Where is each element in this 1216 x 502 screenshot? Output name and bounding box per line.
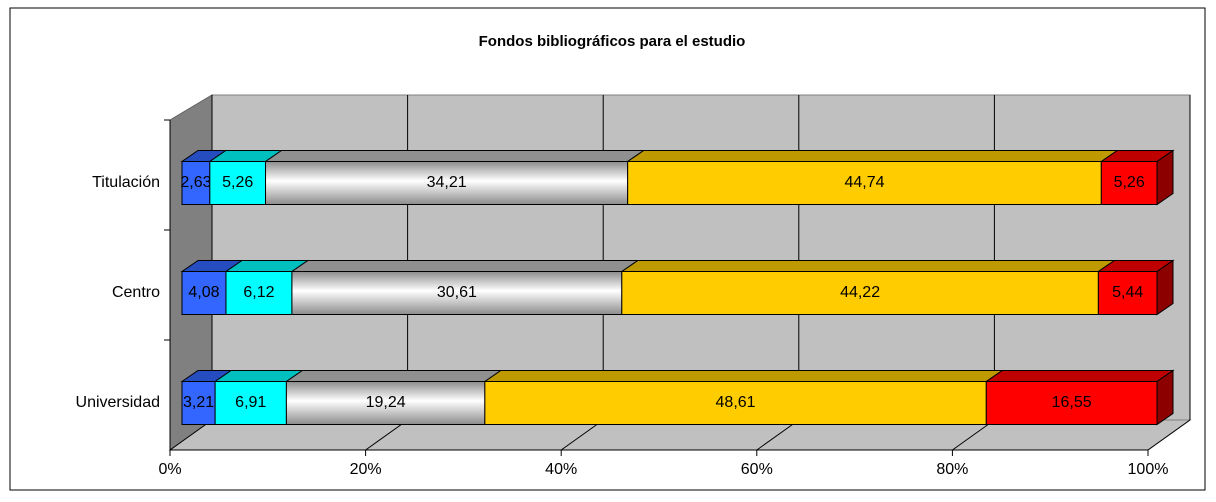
bar [484, 381, 987, 425]
x-tick-label: 20% [350, 461, 382, 478]
data-label: 16,55 [1052, 394, 1092, 411]
chart-title: Fondos bibliográficos para el estudio [479, 33, 746, 50]
x-tick-label: 60% [741, 461, 773, 478]
x-tick-label: 80% [936, 461, 968, 478]
bar-top [284, 370, 503, 382]
y-tick-label: Titulación [92, 174, 160, 191]
bar [214, 381, 287, 425]
grid-line [1147, 419, 1191, 451]
bar-top [483, 370, 1004, 382]
x-tick-label: 100% [1128, 461, 1169, 478]
data-label: 6,12 [243, 284, 274, 301]
data-label: 30,61 [437, 284, 477, 301]
x-tick-label: 40% [545, 461, 577, 478]
data-label: 19,24 [366, 394, 406, 411]
bar [1100, 161, 1158, 205]
data-label: 48,61 [716, 394, 756, 411]
bar [181, 381, 216, 425]
data-label: 4,08 [188, 284, 219, 301]
bar [225, 271, 293, 315]
y-tick-label: Centro [112, 284, 160, 301]
bar [285, 381, 486, 425]
bar-top [620, 260, 1116, 272]
data-label: 5,44 [1112, 284, 1143, 301]
bar-top [263, 150, 646, 162]
bar-top [984, 370, 1175, 382]
bar [181, 271, 227, 315]
data-label: 5,26 [1114, 174, 1145, 191]
x-tick-label: 0% [158, 461, 181, 478]
data-label: 3,21 [183, 394, 214, 411]
bar [265, 161, 629, 205]
data-label: 44,22 [840, 284, 880, 301]
data-label: 5,26 [222, 174, 253, 191]
data-label: 44,74 [844, 174, 884, 191]
bar [1097, 271, 1158, 315]
bar-top [626, 150, 1119, 162]
data-label: 34,21 [427, 174, 467, 191]
bar [627, 161, 1102, 205]
data-label: 2,63 [180, 174, 211, 191]
y-tick-label: Universidad [76, 394, 160, 411]
bar [985, 381, 1158, 425]
bar-top [290, 260, 640, 272]
data-label: 6,91 [235, 394, 266, 411]
bar [621, 271, 1099, 315]
